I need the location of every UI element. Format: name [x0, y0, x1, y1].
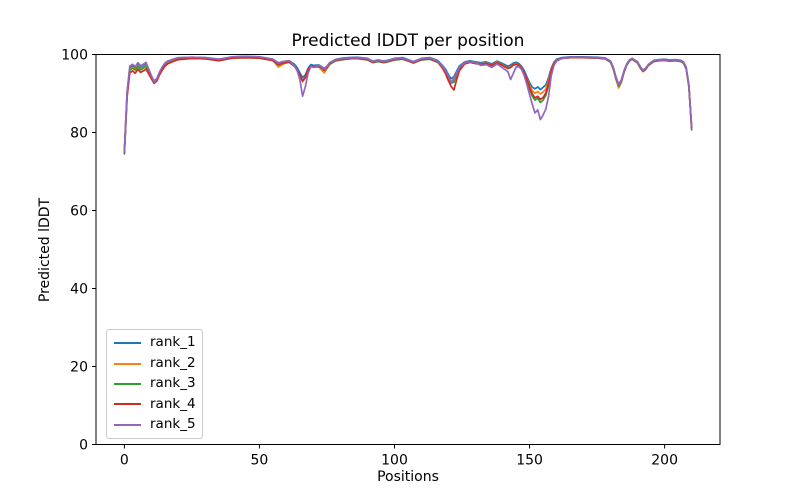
y-tick-label: 60 [70, 204, 88, 220]
legend-item: rank_2 [114, 353, 196, 373]
legend-label: rank_2 [150, 354, 196, 371]
legend-line-swatch [114, 423, 141, 426]
x-tick-label: 150 [516, 453, 543, 469]
legend-item: rank_5 [114, 415, 196, 435]
legend-label: rank_3 [150, 375, 196, 392]
y-tick-label: 40 [70, 282, 88, 298]
x-tick-label: 0 [120, 453, 129, 469]
chart-title: Predicted lDDT per position [291, 31, 525, 51]
legend: rank_1 rank_2 rank_3 rank_4 rank_5 [106, 329, 203, 439]
y-tick-label: 80 [70, 126, 88, 142]
x-tick-label: 200 [651, 453, 678, 469]
y-tick-label: 0 [79, 438, 88, 454]
axes-spines [95, 54, 721, 445]
y-tick-label: 20 [70, 360, 88, 376]
legend-line-swatch [114, 382, 141, 385]
legend-item: rank_1 [114, 333, 196, 353]
legend-line-swatch [114, 362, 141, 365]
y-axis-label: Predicted lDDT [37, 197, 53, 303]
x-axis-label: Positions [377, 469, 439, 485]
legend-label: rank_5 [150, 416, 196, 432]
legend-line-swatch [114, 403, 141, 406]
series-line-rank_4 [123, 56, 693, 154]
y-tick-label: 100 [61, 48, 88, 64]
legend-line-swatch [114, 342, 141, 345]
legend-label: rank_4 [150, 395, 196, 412]
legend-label: rank_1 [150, 334, 196, 351]
legend-item: rank_3 [114, 374, 196, 394]
legend-item: rank_4 [114, 394, 196, 414]
series-line-rank_1 [123, 55, 693, 151]
series-line-rank_2 [123, 56, 693, 153]
x-tick-label: 100 [381, 453, 408, 469]
series-line-rank_5 [123, 55, 693, 153]
x-tick-label: 50 [251, 453, 269, 469]
series-line-rank_3 [123, 56, 693, 155]
